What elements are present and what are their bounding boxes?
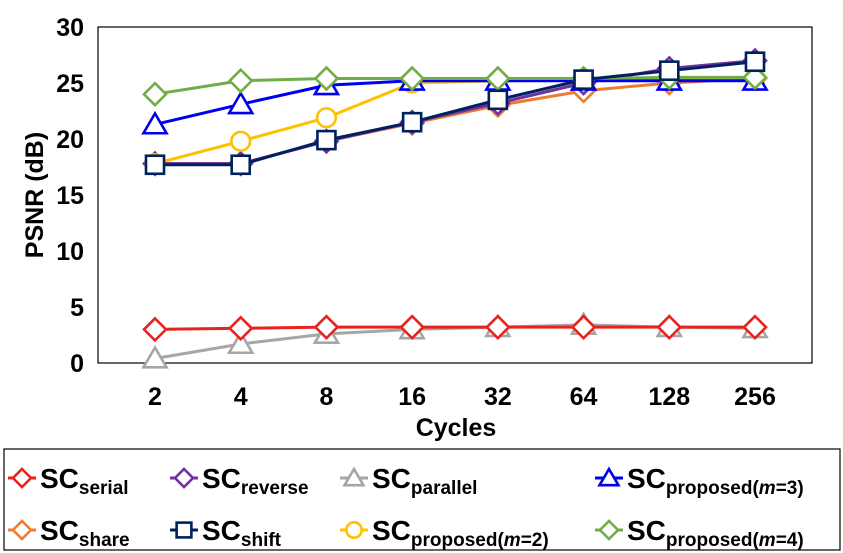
legend-item: SCparallel (340, 463, 477, 499)
legend-label: SCshift (202, 515, 282, 551)
y-tick-label: 10 (56, 238, 84, 266)
data-point-marker (313, 65, 340, 92)
legend-label: SCproposed(m=2) (372, 515, 549, 551)
y-tick-label: 30 (56, 14, 84, 42)
x-axis-tick-labels: 2 4 8 16 32 64 128 256 (148, 383, 776, 411)
data-point-marker (144, 154, 166, 176)
series-scserial (142, 314, 768, 343)
legend-marker (598, 519, 620, 541)
data-point-marker (487, 89, 509, 111)
series-layer (141, 47, 769, 369)
data-point-marker (573, 69, 594, 90)
x-tick-label: 16 (398, 383, 426, 411)
y-tick-label: 25 (56, 70, 84, 98)
legend: SCserial SCreverse SCparallel SCproposed(m=… (8, 463, 804, 551)
legend-box (3, 448, 841, 551)
legend-item: SCshift (170, 515, 282, 551)
series-line (154, 325, 755, 331)
data-point-marker (141, 344, 169, 369)
legend-label: SCparallel (372, 463, 477, 499)
legend-label: SCshare (40, 515, 130, 551)
x-tick-label: 8 (319, 383, 333, 411)
x-tick-label: 64 (570, 383, 598, 411)
data-point-marker (570, 314, 597, 340)
legend-label: SCserial (40, 463, 129, 499)
data-point-marker (399, 65, 425, 92)
legend-marker (342, 466, 366, 487)
legend-item: SCproposed(m=2) (340, 515, 549, 551)
x-tick-label: 32 (484, 383, 512, 411)
x-tick-label: 2 (148, 383, 162, 411)
x-tick-label: 4 (234, 383, 248, 411)
legend-item: SCreverse (170, 463, 309, 499)
series-line (154, 75, 755, 96)
legend-item: SCproposed(m=4) (595, 515, 804, 551)
y-tick-label: 15 (56, 182, 84, 210)
plot-area-border (97, 26, 813, 364)
data-point-marker (485, 314, 511, 340)
y-tick-label: 5 (70, 294, 84, 322)
legend-label: SCproposed(m=4) (627, 515, 804, 551)
data-point-marker (316, 129, 337, 151)
data-point-marker (226, 330, 255, 355)
data-point-marker (313, 314, 340, 340)
legend-marker (11, 467, 33, 489)
data-point-marker (399, 314, 425, 340)
series-scshift (144, 51, 766, 176)
data-point-marker (230, 154, 252, 176)
legend-marker (345, 521, 363, 539)
legend-item: SCserial (8, 463, 129, 499)
y-axis-tick-labels: 0 5 10 15 20 25 30 (56, 14, 84, 378)
data-point-marker (227, 315, 254, 342)
data-point-marker (658, 60, 680, 82)
y-tick-label: 0 (70, 350, 84, 378)
data-point-marker (656, 314, 683, 340)
legend-label: SCreverse (202, 463, 309, 499)
data-point-marker (226, 90, 255, 115)
legend-marker (175, 521, 193, 539)
x-axis-title: Cycles (416, 414, 497, 442)
data-point-marker (142, 316, 168, 343)
legend-marker (173, 467, 195, 489)
y-tick-label: 20 (56, 126, 84, 154)
data-point-marker (742, 314, 768, 340)
legend-item: SCshare (8, 515, 130, 551)
series-line (155, 60, 756, 167)
data-point-marker (227, 67, 254, 94)
data-point-marker (141, 110, 169, 135)
legend-item: SCproposed(m=3) (595, 463, 804, 499)
legend-marker (11, 519, 33, 541)
data-point-marker (142, 81, 168, 108)
data-point-marker (315, 107, 338, 129)
x-tick-label: 128 (648, 383, 690, 411)
data-point-marker (230, 130, 252, 152)
legend-marker (597, 466, 621, 487)
data-point-marker (401, 111, 423, 133)
x-tick-label: 256 (734, 383, 776, 411)
legend-label: SCproposed(m=3) (627, 463, 804, 499)
data-point-marker (744, 51, 766, 73)
series-line (154, 79, 755, 126)
y-axis-title: PSNR (dB) (21, 132, 49, 258)
